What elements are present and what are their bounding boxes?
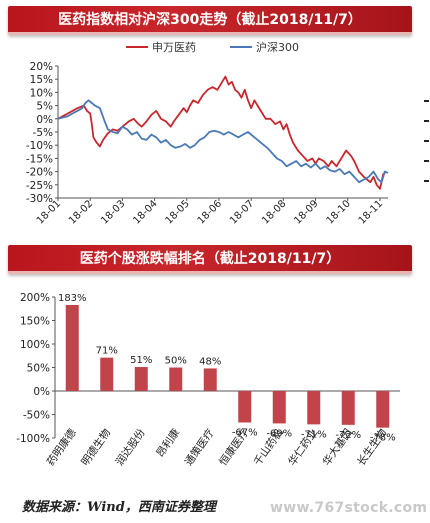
x-tick-label: 18-11 (357, 198, 385, 226)
bar (341, 391, 355, 425)
y-tick-label: 100% (20, 339, 50, 351)
x-tick-label: 18-09 (292, 198, 320, 226)
bar (238, 391, 252, 423)
y-tick-label: -20% (26, 167, 53, 179)
category-label: 昂利康 (153, 426, 182, 460)
y-tick-label: 15% (30, 74, 53, 86)
bar-value-label: 50% (165, 356, 187, 367)
y-tick-label: 200% (20, 292, 50, 304)
x-tick-label: 18-06 (196, 198, 224, 226)
legend-item: 沪深300 (230, 40, 299, 54)
bar (307, 391, 321, 425)
bar (100, 357, 114, 391)
y-tick-label: 10% (30, 87, 53, 99)
y-tick-label: -100% (16, 433, 50, 445)
bar-value-label: -69% (266, 428, 292, 439)
y-tick-label: -25% (26, 180, 53, 192)
line-chart-legend: 申万医药 沪深300 (126, 40, 299, 54)
bar-chart: 200%150%100%50%0%-50%-100%183%药明康德71%明德生… (16, 292, 400, 468)
y-tick-label: 0% (36, 114, 53, 126)
y-tick-label: -50% (23, 410, 50, 422)
bar-value-label: 71% (96, 346, 118, 357)
series-line-shenwan-pharma (57, 75, 387, 190)
x-tick-label: 18-08 (260, 198, 288, 226)
category-label: 明德生物 (78, 426, 113, 468)
x-tick-label: 18-03 (99, 198, 127, 226)
y-tick-label: -15% (26, 153, 53, 165)
legend-label: 申万医药 (152, 41, 196, 54)
bar (169, 367, 183, 391)
bar (203, 368, 217, 391)
bar-value-label: -78% (370, 433, 396, 444)
line-chart: 申万医药 沪深300 20%15%10% 5%0%-5%-10%-15% -20%-25… (26, 40, 389, 227)
bar (376, 391, 390, 428)
x-tick-label: 18-05 (164, 198, 192, 226)
x-tick-label: 18-07 (228, 198, 256, 226)
y-tick-label: 5% (36, 101, 53, 113)
category-label: 润达股份 (113, 426, 148, 468)
side-decoration (424, 100, 430, 200)
bar (272, 391, 286, 424)
bar-value-label: -72% (335, 430, 361, 441)
line-chart-title: 医药指数相对沪深300走势（截止2018/11/7） (58, 12, 362, 28)
y-tick-label: 150% (20, 316, 50, 328)
x-tick-label: 18-10 (325, 198, 353, 226)
series-line-hs300 (57, 99, 389, 184)
bar-value-label: -71% (301, 429, 327, 440)
category-label: 通策医疗 (182, 426, 217, 468)
watermark: www.767stock.com (270, 500, 428, 516)
x-tick-label: 18-04 (131, 198, 159, 226)
line-chart-title-banner: 医药指数相对沪深300走势（截止2018/11/7） (8, 6, 412, 35)
y-tick-label: -10% (26, 140, 53, 152)
y-tick-label: 20% (30, 61, 53, 73)
bar-value-label: -67% (232, 427, 258, 438)
y-tick-label: -30% (26, 193, 53, 205)
bar-value-label: 48% (199, 356, 221, 367)
legend-item: 申万医药 (126, 41, 196, 54)
bar-chart-title: 医药个股涨跌幅排名（截止2018/11/7） (79, 251, 341, 267)
bar (65, 304, 79, 391)
bar-chart-title-banner: 医药个股涨跌幅排名（截止2018/11/7） (8, 245, 412, 274)
data-source-note: 数据来源：Wind，西南证券整理 (22, 500, 216, 515)
x-tick-label: 18-02 (67, 198, 95, 226)
y-tick-label: 0% (33, 386, 50, 398)
bar-value-label: 51% (130, 355, 152, 366)
bar (134, 367, 148, 391)
bar-value-label: 183% (58, 293, 87, 304)
legend-label: 沪深300 (256, 40, 299, 54)
y-tick-label: -5% (33, 127, 53, 139)
y-tick-label: 50% (27, 363, 50, 375)
